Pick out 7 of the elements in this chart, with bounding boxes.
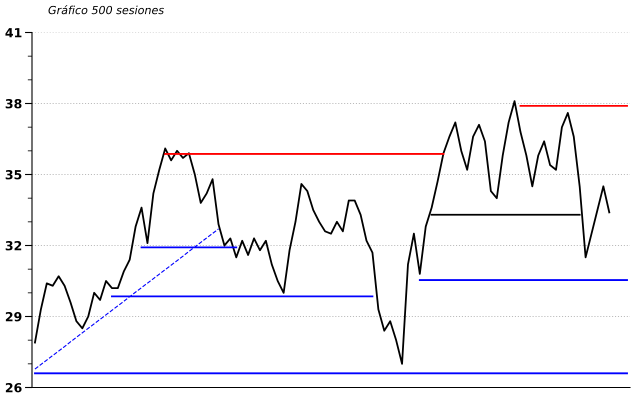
chart-title: Gráfico 500 sesiones bbox=[48, 5, 164, 14]
y-tick-label: 35 bbox=[6, 170, 22, 180]
y-tick-label: 32 bbox=[6, 240, 22, 250]
y-tick-label: 41 bbox=[5, 28, 22, 38]
y-tick-label: 29 bbox=[6, 312, 22, 322]
y-tick-label: 26 bbox=[6, 382, 22, 392]
y-tick-label: 38 bbox=[6, 98, 22, 108]
